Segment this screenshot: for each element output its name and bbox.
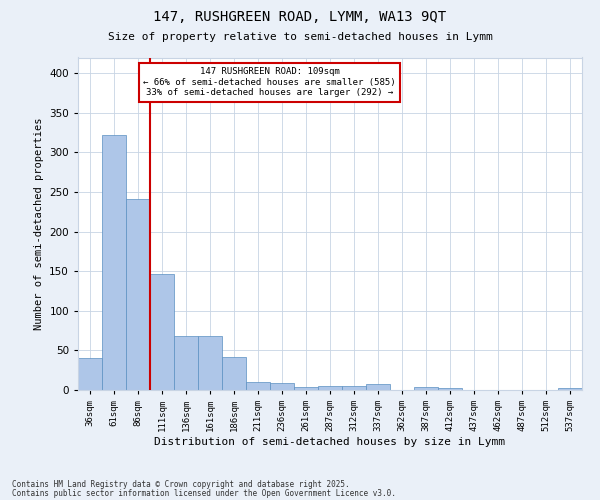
Text: Contains HM Land Registry data © Crown copyright and database right 2025.: Contains HM Land Registry data © Crown c…: [12, 480, 350, 489]
X-axis label: Distribution of semi-detached houses by size in Lymm: Distribution of semi-detached houses by …: [155, 437, 505, 447]
Text: 147, RUSHGREEN ROAD, LYMM, WA13 9QT: 147, RUSHGREEN ROAD, LYMM, WA13 9QT: [154, 10, 446, 24]
Bar: [198, 336, 222, 390]
Text: Size of property relative to semi-detached houses in Lymm: Size of property relative to semi-detach…: [107, 32, 493, 42]
Bar: [174, 336, 198, 390]
Bar: [414, 387, 438, 390]
Bar: [222, 357, 246, 390]
Bar: [438, 388, 462, 390]
Text: 147 RUSHGREEN ROAD: 109sqm
← 66% of semi-detached houses are smaller (585)
33% o: 147 RUSHGREEN ROAD: 109sqm ← 66% of semi…: [143, 68, 396, 98]
Bar: [342, 386, 366, 390]
Bar: [150, 274, 174, 390]
Bar: [366, 384, 390, 390]
Bar: [102, 135, 126, 390]
Bar: [294, 387, 318, 390]
Bar: [78, 358, 102, 390]
Y-axis label: Number of semi-detached properties: Number of semi-detached properties: [34, 118, 44, 330]
Text: Contains public sector information licensed under the Open Government Licence v3: Contains public sector information licen…: [12, 489, 396, 498]
Bar: [126, 199, 150, 390]
Bar: [246, 382, 270, 390]
Bar: [558, 388, 582, 390]
Bar: [318, 386, 342, 390]
Bar: [270, 383, 294, 390]
